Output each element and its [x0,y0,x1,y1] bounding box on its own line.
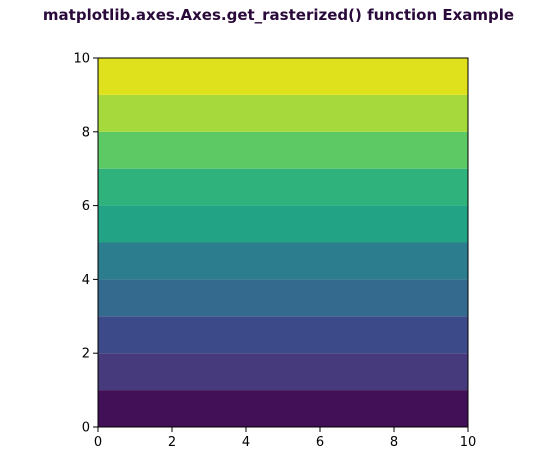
y-tick-label-3: 6 [82,199,90,214]
y-tick-label-5: 10 [73,52,90,67]
heatmap-band-1 [98,353,468,391]
x-tick-label-5: 10 [460,435,477,450]
y-tick-label-4: 8 [82,125,90,140]
x-tick-label-0: 0 [94,435,102,450]
y-tick-label-1: 2 [82,347,90,362]
heatmap-band-2 [98,316,468,354]
x-tick-label-4: 8 [390,435,398,450]
axes-frame [97,57,469,428]
x-tick-label-1: 2 [168,435,176,450]
heatmap-band-7 [98,131,468,169]
heatmap-band-6 [98,168,468,206]
x-axis: 0 2 4 6 8 10 [94,427,476,450]
heatmap-band-0 [98,390,468,427]
chart-title: matplotlib.axes.Axes.get_rasterized() fu… [42,6,515,24]
heatmap-band-9 [98,58,468,95]
heatmap-band-3 [98,279,468,317]
heatmap-band-5 [98,205,468,243]
x-tick-label-2: 4 [242,435,250,450]
y-tick-label-0: 0 [82,421,90,436]
y-axis: 0 2 4 6 8 10 [73,52,98,436]
x-tick-label-3: 6 [316,435,324,450]
heatmap-band-4 [98,242,468,280]
heatmap-band-8 [98,94,468,132]
y-tick-label-2: 4 [82,273,90,288]
heatmap-bands [98,58,468,427]
